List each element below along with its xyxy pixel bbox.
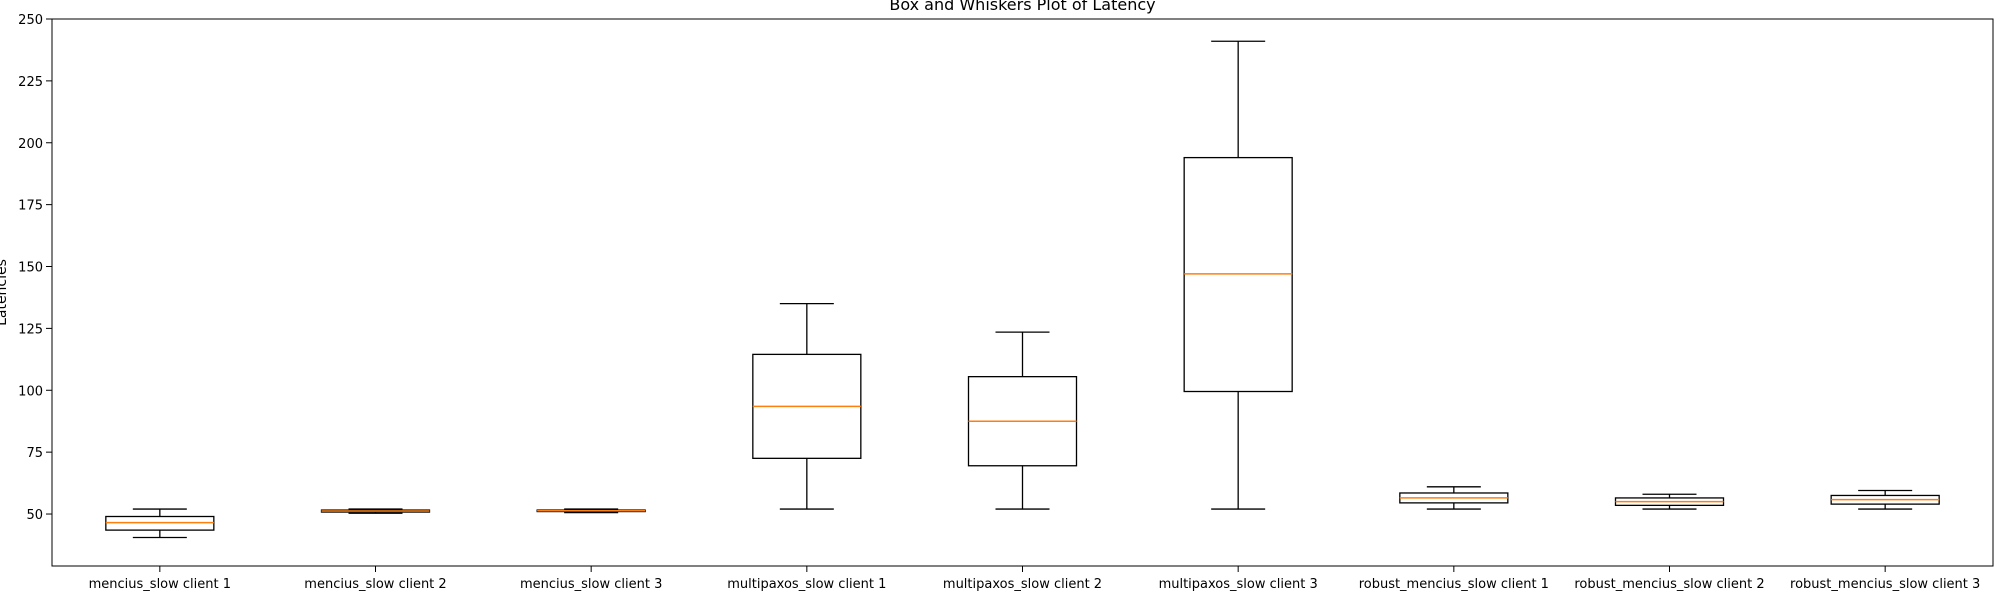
- y-tick-label: 250: [18, 13, 43, 28]
- box-9: [1830, 489, 1940, 510]
- box-6: [1183, 40, 1293, 510]
- box-7: [1399, 486, 1509, 510]
- y-axis-title: Latencies: [0, 259, 10, 326]
- x-tick-label: mencius_slow client 2: [304, 577, 446, 592]
- x-tick-label: robust_mencius_slow client 3: [1790, 577, 1980, 592]
- box-group: [105, 40, 1940, 539]
- x-axis: mencius_slow client 1 mencius_slow client…: [89, 566, 1980, 592]
- y-tick-label: 175: [18, 199, 43, 214]
- x-tick-label: mencius_slow client 3: [520, 577, 662, 592]
- y-tick-label: 150: [18, 261, 43, 276]
- box-8: [1614, 493, 1725, 510]
- y-tick-label: 100: [18, 384, 43, 399]
- x-tick-label: robust_mencius_slow client 2: [1574, 577, 1764, 592]
- x-tick-label: multipaxos_slow client 2: [943, 577, 1102, 592]
- x-tick-label: mencius_slow client 1: [89, 577, 231, 592]
- box-3: [536, 508, 646, 514]
- x-tick-label: robust_mencius_slow client 1: [1359, 577, 1549, 592]
- y-tick-label: 50: [26, 508, 43, 523]
- box-2: [320, 508, 431, 514]
- y-tick-label: 200: [18, 137, 43, 152]
- x-tick-label: multipaxos_slow client 3: [1159, 577, 1318, 592]
- y-axis: 50 75 100 125 150 175 200 225 250: [18, 13, 52, 523]
- plot-area-frame: [51, 18, 1994, 567]
- y-tick-label: 225: [18, 75, 43, 90]
- box-5: [967, 331, 1078, 510]
- chart-title: Box and Whiskers Plot of Latency: [889, 0, 1155, 14]
- x-tick-label: multipaxos_slow client 1: [727, 577, 886, 592]
- y-tick-label: 125: [18, 322, 43, 337]
- y-tick-label: 75: [26, 446, 43, 461]
- box-1: [105, 508, 215, 539]
- box-4: [752, 302, 862, 510]
